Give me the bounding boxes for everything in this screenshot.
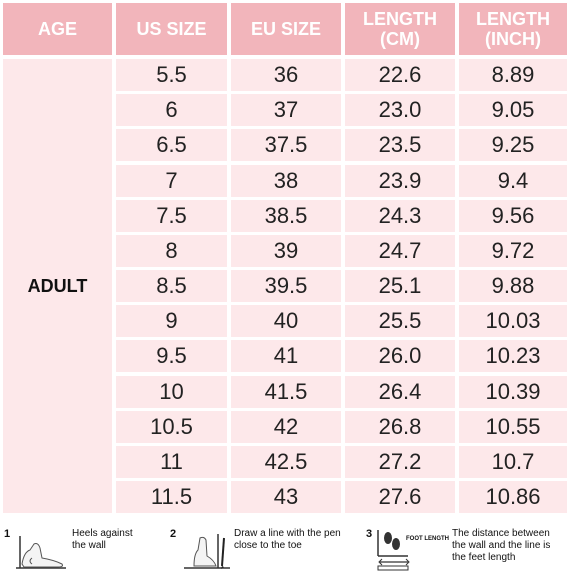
- table-cell: 26.0: [345, 340, 455, 373]
- table-cell: 26.4: [345, 375, 455, 408]
- table-cell: 42.5: [231, 445, 341, 478]
- foot-length-label: FOOT LENGTH: [406, 536, 449, 542]
- foot-length-illustration: [377, 530, 410, 571]
- table-cell: 25.5: [345, 305, 455, 338]
- table-cell: 27.2: [345, 445, 455, 478]
- table-cell: 10.86: [459, 481, 567, 514]
- table-cell: 6.5: [116, 129, 227, 162]
- table-cell: 10.7: [459, 445, 567, 478]
- table-cell: 43: [231, 481, 341, 514]
- draw-line-illustration: [184, 534, 230, 569]
- table-cell: 7: [116, 164, 227, 197]
- step-number: 3: [366, 528, 373, 540]
- step-text: Draw a line with the pen close to the to…: [234, 528, 341, 551]
- step-text: Heels against the wall: [72, 528, 133, 551]
- size-chart-table: AGE US SIZE EU SIZE LENGTH (CM) LENGTH (INCH…: [3, 3, 567, 514]
- table-cell: 24.3: [345, 199, 455, 232]
- table-cell: 6: [116, 94, 227, 127]
- table-cell: 11: [116, 445, 227, 478]
- table-cell: 41: [231, 340, 341, 373]
- table-cell: 9.5: [116, 340, 227, 373]
- table-cell: 40: [231, 305, 341, 338]
- table-cell: 9: [116, 305, 227, 338]
- table-cell: 10.5: [116, 410, 227, 443]
- table-cell: 8.89: [459, 59, 567, 91]
- table-cell: 9.88: [459, 270, 567, 303]
- heel-against-wall-illustration: [16, 536, 66, 569]
- table-cell: 41.5: [231, 375, 341, 408]
- table-cell: 36: [231, 59, 341, 91]
- table-cell: 10.55: [459, 410, 567, 443]
- table-cell: 10: [116, 375, 227, 408]
- header-cell: LENGTH (INCH): [459, 3, 567, 55]
- table-cell: 39: [231, 234, 341, 267]
- header-cell: EU SIZE: [231, 3, 341, 55]
- table-cell: 38: [231, 164, 341, 197]
- table-cell: 26.8: [345, 410, 455, 443]
- table-cell: 10.03: [459, 305, 567, 338]
- table-cell: 8: [116, 234, 227, 267]
- table-cell: 42: [231, 410, 341, 443]
- table-cell: 9.72: [459, 234, 567, 267]
- step-number: 1: [4, 528, 11, 540]
- table-cell: 38.5: [231, 199, 341, 232]
- table-cell: 25.1: [345, 270, 455, 303]
- instruction-step-3: 3 FOOT LENGTH The distance between the w…: [366, 522, 566, 575]
- instruction-step-1: 1 Heels against the wall: [4, 522, 164, 575]
- header-cell: LENGTH (CM): [345, 3, 455, 55]
- table-cell: 7.5: [116, 199, 227, 232]
- table-cell: 9.56: [459, 199, 567, 232]
- table-cell: 39.5: [231, 270, 341, 303]
- instruction-step-2: 2 Draw a line with the pen close to the …: [170, 522, 370, 575]
- table-cell: 27.6: [345, 481, 455, 514]
- measuring-instructions: 1 Heels against the wall 2 Draw a line w…: [0, 522, 570, 575]
- header-cell: AGE: [3, 3, 112, 55]
- table-cell: 23.0: [345, 94, 455, 127]
- table-cell: 5.5: [116, 59, 227, 91]
- step-number: 2: [170, 528, 177, 540]
- table-cell: 10.39: [459, 375, 567, 408]
- table-cell: 10.23: [459, 340, 567, 373]
- age-group-cell: ADULT: [3, 59, 112, 513]
- table-cell: 22.6: [345, 59, 455, 91]
- table-cell: 9.25: [459, 129, 567, 162]
- table-cell: 37.5: [231, 129, 341, 162]
- table-cell: 23.9: [345, 164, 455, 197]
- step-text: The distance between the wall and the li…: [452, 528, 551, 563]
- table-cell: 23.5: [345, 129, 455, 162]
- table-cell: 8.5: [116, 270, 227, 303]
- table-cell: 24.7: [345, 234, 455, 267]
- table-cell: 9.4: [459, 164, 567, 197]
- table-cell: 37: [231, 94, 341, 127]
- header-cell: US SIZE: [116, 3, 227, 55]
- table-cell: 11.5: [116, 481, 227, 514]
- table-cell: 9.05: [459, 94, 567, 127]
